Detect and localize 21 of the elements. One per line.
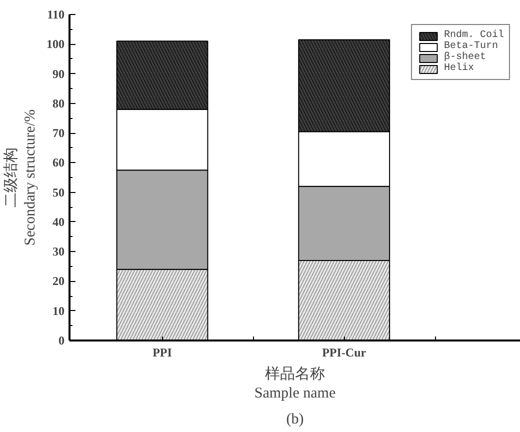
y-tick-label: 0 bbox=[58, 334, 64, 348]
text: (b) bbox=[286, 412, 304, 428]
x-tick-label: PPI bbox=[152, 346, 172, 360]
y-tick-label: 30 bbox=[52, 244, 64, 259]
y-tick-label: 60 bbox=[52, 156, 64, 170]
y-tick-label: 50 bbox=[52, 185, 64, 200]
legend-label: Helix bbox=[444, 63, 474, 74]
y-tick-label: 70 bbox=[52, 126, 64, 140]
y-axis-title: 二级结构 Secondary structure/% bbox=[2, 109, 38, 246]
y-tick-label: 80 bbox=[52, 96, 64, 110]
legend-label: Beta-Turn bbox=[444, 41, 498, 52]
legend-label: Rndm. Coil bbox=[444, 30, 504, 41]
y-tick-label: 10 bbox=[52, 304, 64, 318]
legend-label: β-sheet bbox=[444, 52, 486, 63]
y-tick-label: 40 bbox=[52, 214, 64, 229]
y-tick-label: 100 bbox=[46, 37, 64, 52]
y-tick-label: 20 bbox=[52, 274, 64, 288]
x-axis-title: 样品名称 Sample name bbox=[254, 366, 336, 402]
x-tick-label: PPI-Cur bbox=[322, 346, 367, 360]
y-tick-label: 110 bbox=[47, 8, 65, 22]
y-tick-label: 90 bbox=[52, 66, 64, 81]
